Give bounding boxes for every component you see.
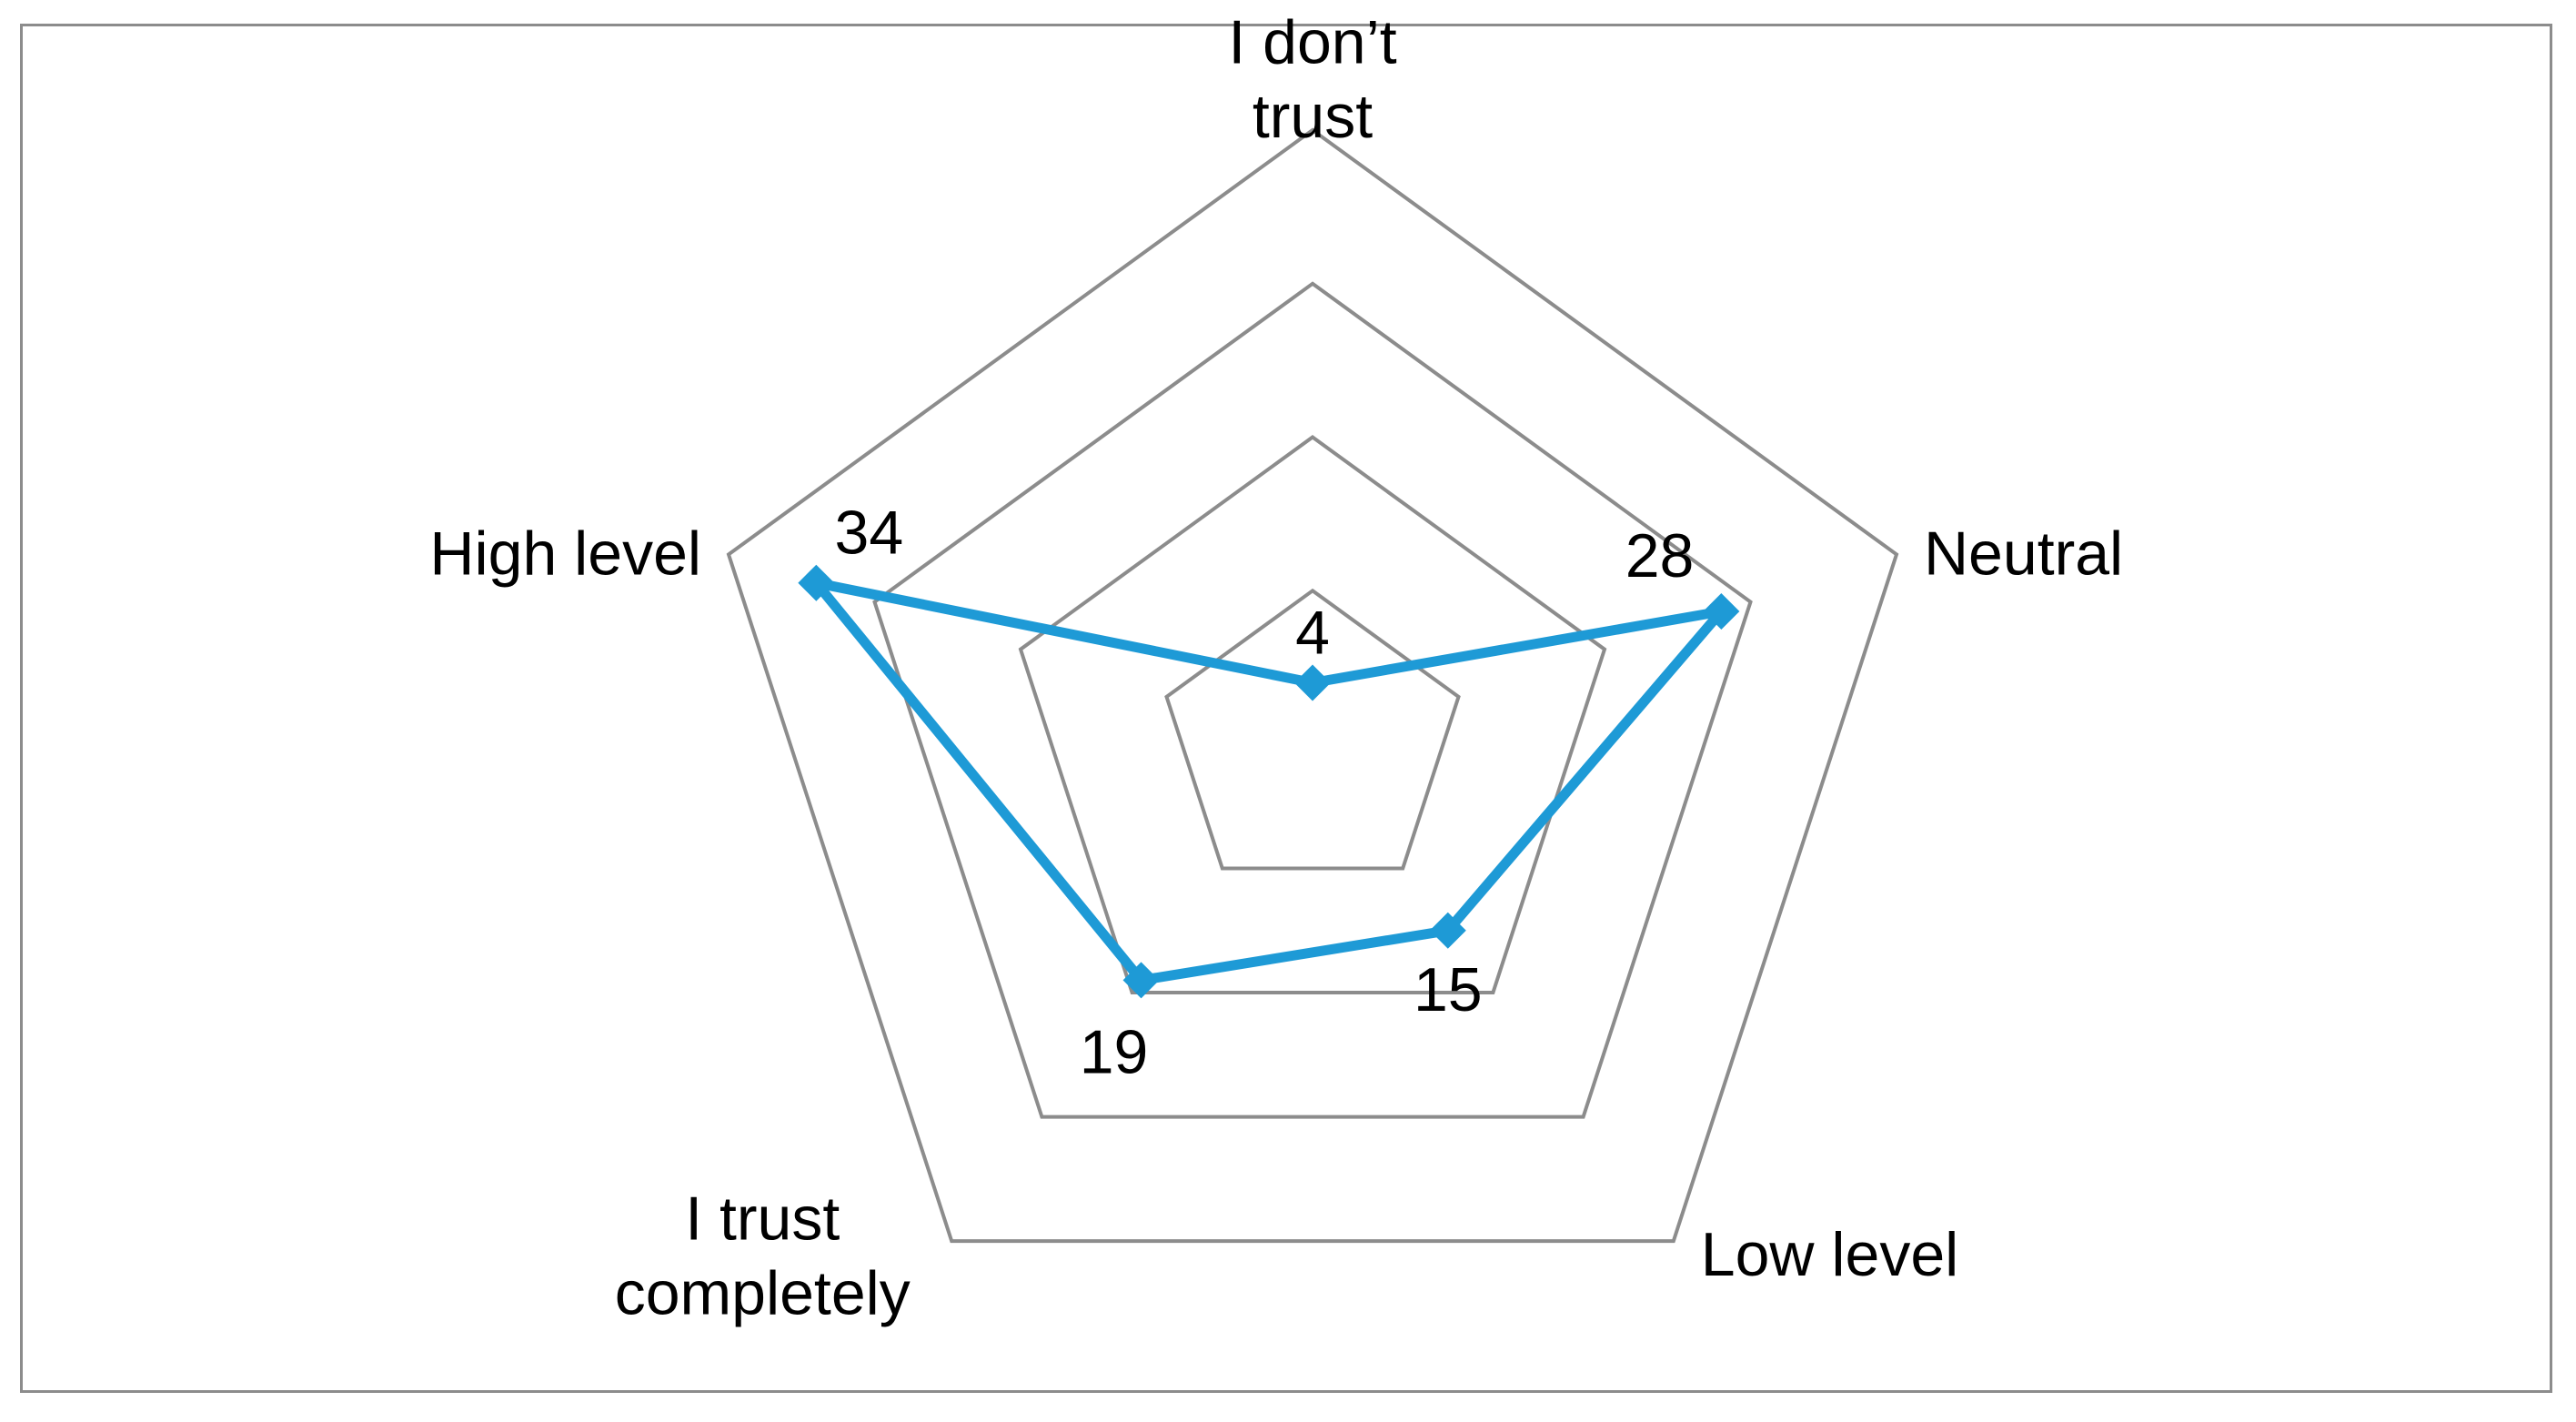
data-label-5: 34 <box>835 499 904 568</box>
grid-ring-4 <box>726 127 1899 1244</box>
grid-ring-3 <box>872 281 1753 1119</box>
category-label-5: High level <box>429 519 701 588</box>
data-point-1 <box>1294 664 1331 701</box>
radar-labels: I don’t trust Neutral Low level I trust compl… <box>429 8 2123 1328</box>
category-label-2: Neutral <box>1924 519 2123 588</box>
radar-grid <box>726 127 1899 1244</box>
data-point-4 <box>1122 962 1160 999</box>
data-point-2 <box>1703 592 1740 630</box>
category-label-1: I don’t trust <box>1228 8 1396 152</box>
data-point-5 <box>798 564 835 601</box>
series-line <box>810 578 1726 985</box>
data-label-3: 15 <box>1414 955 1483 1024</box>
grid-ring-2 <box>1018 435 1607 994</box>
category-label-4: I trust completely <box>615 1185 911 1328</box>
data-label-1: 4 <box>1295 599 1330 668</box>
grid-ring-1 <box>1164 588 1461 871</box>
category-label-3: Low level <box>1701 1220 1958 1289</box>
data-label-4: 19 <box>1080 1017 1149 1086</box>
data-label-2: 28 <box>1625 521 1695 590</box>
data-point-3 <box>1429 912 1466 949</box>
radar-series <box>798 564 1740 999</box>
chart-frame <box>20 24 2552 1393</box>
